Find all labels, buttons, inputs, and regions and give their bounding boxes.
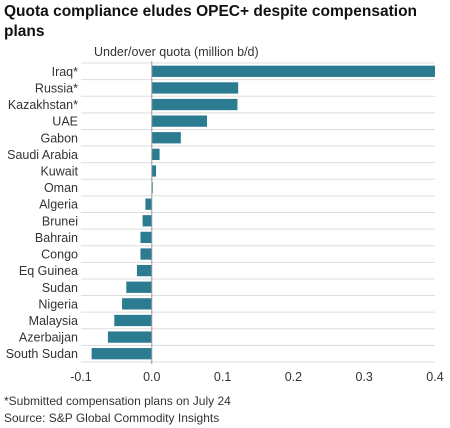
bar	[151, 148, 160, 161]
category-label: Kazakhstan*	[8, 98, 78, 112]
footnote: *Submitted compensation plans on July 24	[4, 394, 231, 408]
category-label: Nigeria	[38, 297, 78, 311]
category-labels: Iraq* Russia* Kazakhstan* UAE Gabon Saudi Ara…	[6, 65, 79, 361]
bar	[151, 98, 238, 111]
x-tick-label: 0.4	[426, 370, 443, 384]
category-label: UAE	[52, 115, 78, 129]
bar	[107, 331, 152, 343]
x-tick-labels: -0.1 0.0 0.1 0.2 0.3 0.4	[70, 370, 444, 384]
x-tick-label: 0.2	[285, 370, 302, 384]
category-label: Eq Guinea	[19, 264, 78, 278]
x-tick-label: 0.1	[214, 370, 231, 384]
bar	[145, 198, 152, 210]
bar	[151, 82, 239, 94]
bars	[91, 65, 436, 360]
category-label: Congo	[41, 248, 78, 262]
bar	[140, 248, 152, 260]
category-label: Oman	[44, 181, 78, 195]
x-tick-label: -0.1	[70, 370, 92, 384]
category-label: Algeria	[39, 198, 78, 212]
bar	[151, 115, 208, 127]
bar	[151, 165, 157, 177]
category-label: Bahrain	[35, 231, 78, 245]
category-label: Iraq*	[52, 65, 79, 79]
x-tick-label: 0.3	[356, 370, 373, 384]
bar	[151, 65, 436, 77]
bar	[140, 231, 152, 244]
category-label: Saudi Arabia	[7, 148, 78, 162]
bar	[142, 215, 152, 227]
chart-title: Quota compliance eludes OPEC+ despite co…	[4, 3, 418, 40]
category-label: Kuwait	[40, 164, 78, 178]
axis-label: Under/over quota (million b/d)	[94, 45, 259, 59]
source-note: Source: S&P Global Commodity Insights	[4, 411, 220, 425]
bar	[91, 348, 152, 360]
category-label: Malaysia	[29, 314, 78, 328]
category-label: Sudan	[42, 281, 78, 295]
x-tick-label: 0.0	[143, 370, 160, 384]
bar	[136, 264, 152, 277]
bar	[122, 298, 152, 310]
grid-lines	[81, 62, 435, 363]
category-label: Gabon	[40, 131, 78, 145]
bar	[151, 132, 181, 144]
category-label: Brunei	[42, 214, 78, 228]
bar	[126, 281, 152, 293]
bar	[114, 314, 152, 327]
category-label: Russia*	[35, 81, 78, 95]
category-label: South Sudan	[6, 347, 78, 361]
category-label: Azerbaijan	[19, 331, 78, 345]
